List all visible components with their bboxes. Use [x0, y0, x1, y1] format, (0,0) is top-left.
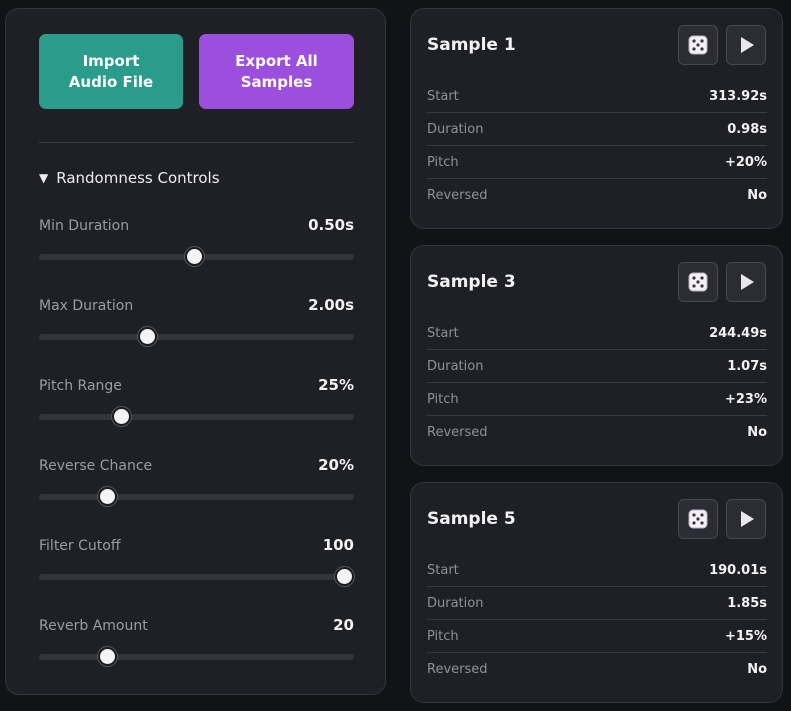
- detail-value: 190.01s: [709, 563, 767, 578]
- detail-key: Reversed: [427, 662, 488, 677]
- play-button[interactable]: [726, 499, 766, 539]
- play-icon: [741, 511, 754, 527]
- detail-value: +20%: [724, 155, 767, 170]
- reverb-amount-value: 20: [333, 616, 354, 634]
- min-duration-value: 0.50s: [308, 216, 354, 234]
- reverse-chance-value: 20%: [318, 456, 354, 474]
- pitch-range-label: Pitch Range: [39, 378, 122, 394]
- divider: [39, 142, 354, 143]
- detail-value: 0.98s: [727, 122, 767, 137]
- sample-title: Sample 3: [427, 272, 516, 292]
- play-icon: [741, 37, 754, 53]
- pitch-range-control: Pitch Range 25%: [39, 376, 354, 438]
- pitch-range-slider[interactable]: [39, 407, 354, 426]
- detail-value: +15%: [724, 629, 767, 644]
- reverse-chance-label: Reverse Chance: [39, 458, 153, 474]
- collapse-triangle-icon: ▼: [39, 171, 49, 185]
- max-duration-value: 2.00s: [308, 296, 354, 314]
- randomize-button[interactable]: [678, 25, 718, 65]
- detail-key: Start: [427, 89, 459, 104]
- max-duration-label: Max Duration: [39, 298, 134, 314]
- slider-thumb[interactable]: [185, 247, 205, 266]
- detail-row: Reversed No: [427, 416, 767, 449]
- randomize-button[interactable]: [678, 262, 718, 302]
- detail-row: Start 313.92s: [427, 80, 767, 113]
- dice-icon: [688, 509, 708, 529]
- detail-value: 1.85s: [727, 596, 767, 611]
- detail-key: Start: [427, 563, 459, 578]
- filter-cutoff-value: 100: [322, 536, 354, 554]
- filter-cutoff-control: Filter Cutoff 100: [39, 536, 355, 598]
- filter-cutoff-slider[interactable]: [39, 567, 355, 586]
- detail-key: Pitch: [427, 629, 459, 644]
- detail-value: No: [747, 425, 767, 440]
- detail-row: Pitch +15%: [427, 620, 767, 653]
- min-duration-label: Min Duration: [39, 218, 130, 234]
- detail-row: Reversed No: [427, 653, 767, 686]
- detail-row: Pitch +20%: [427, 146, 767, 179]
- sample-card: Sample 1 Start 313.92s Duration 0.98s Pitc…: [410, 8, 783, 229]
- dice-icon: [688, 272, 708, 292]
- action-buttons: Import Audio File Export All Samples: [39, 34, 354, 109]
- detail-key: Pitch: [427, 392, 459, 407]
- reverb-amount-slider[interactable]: [39, 647, 354, 666]
- detail-row: Pitch +23%: [427, 383, 767, 416]
- randomness-panel: Import Audio File Export All Samples ▼ R…: [5, 8, 386, 695]
- slider-thumb[interactable]: [137, 327, 157, 346]
- min-duration-control: Min Duration 0.50s: [39, 216, 354, 278]
- section-title: Randomness Controls: [56, 169, 220, 187]
- slider-thumb[interactable]: [98, 487, 118, 506]
- slider-thumb[interactable]: [98, 647, 118, 666]
- sample-details: Start 244.49s Duration 1.07s Pitch +23% Rev…: [427, 317, 767, 449]
- detail-value: 313.92s: [709, 89, 767, 104]
- import-audio-button[interactable]: Import Audio File: [39, 34, 183, 109]
- detail-value: 244.49s: [709, 326, 767, 341]
- detail-key: Reversed: [427, 188, 488, 203]
- detail-key: Pitch: [427, 155, 459, 170]
- play-button[interactable]: [726, 262, 766, 302]
- detail-key: Reversed: [427, 425, 488, 440]
- detail-value: 1.07s: [727, 359, 767, 374]
- play-button[interactable]: [726, 25, 766, 65]
- detail-row: Duration 1.85s: [427, 587, 767, 620]
- sample-card: Sample 5 Start 190.01s Duration 1.85s Pitc…: [410, 482, 783, 703]
- detail-row: Duration 0.98s: [427, 113, 767, 146]
- slider-thumb[interactable]: [335, 567, 355, 586]
- detail-value: No: [747, 662, 767, 677]
- detail-row: Reversed No: [427, 179, 767, 212]
- randomness-controls-toggle[interactable]: ▼ Randomness Controls: [39, 169, 220, 187]
- reverb-amount-label: Reverb Amount: [39, 618, 148, 634]
- sample-details: Start 190.01s Duration 1.85s Pitch +15% Rev…: [427, 554, 767, 686]
- reverb-amount-control: Reverb Amount 20: [39, 616, 354, 678]
- reverse-chance-slider[interactable]: [39, 487, 354, 506]
- sample-details: Start 313.92s Duration 0.98s Pitch +20% Rev…: [427, 80, 767, 212]
- export-all-button[interactable]: Export All Samples: [199, 34, 354, 109]
- dice-icon: [688, 35, 708, 55]
- detail-row: Duration 1.07s: [427, 350, 767, 383]
- max-duration-control: Max Duration 2.00s: [39, 296, 354, 358]
- detail-key: Duration: [427, 596, 484, 611]
- sample-title: Sample 1: [427, 35, 516, 55]
- min-duration-slider[interactable]: [39, 247, 354, 266]
- detail-key: Duration: [427, 359, 484, 374]
- pitch-range-value: 25%: [318, 376, 354, 394]
- slider-thumb[interactable]: [112, 407, 132, 426]
- detail-value: +23%: [724, 392, 767, 407]
- detail-key: Duration: [427, 122, 484, 137]
- filter-cutoff-label: Filter Cutoff: [39, 538, 121, 554]
- sample-title: Sample 5: [427, 509, 516, 529]
- detail-value: No: [747, 188, 767, 203]
- detail-row: Start 244.49s: [427, 317, 767, 350]
- max-duration-slider[interactable]: [39, 327, 354, 346]
- detail-row: Start 190.01s: [427, 554, 767, 587]
- randomize-button[interactable]: [678, 499, 718, 539]
- play-icon: [741, 274, 754, 290]
- sample-card: Sample 3 Start 244.49s Duration 1.07s Pitc…: [410, 245, 783, 466]
- reverse-chance-control: Reverse Chance 20%: [39, 456, 354, 518]
- detail-key: Start: [427, 326, 459, 341]
